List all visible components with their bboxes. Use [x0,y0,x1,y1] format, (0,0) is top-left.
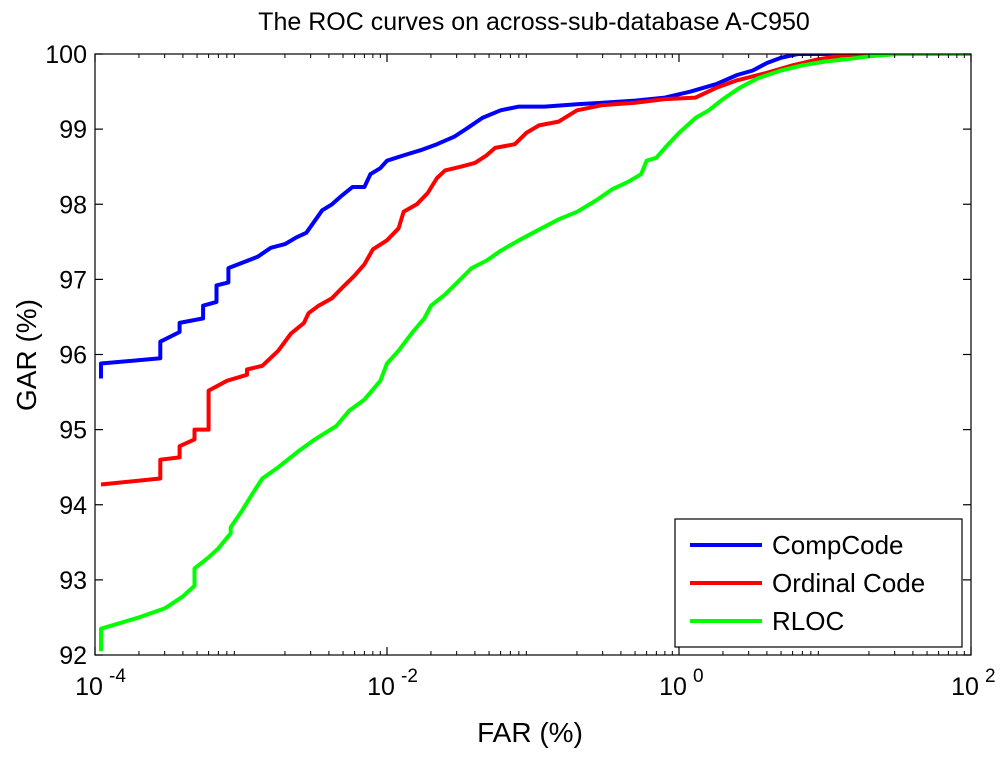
legend-label-ordinal-code: Ordinal Code [772,568,925,598]
x-axis-label: FAR (%) [477,717,583,748]
x-tick-exponent: 2 [985,666,996,687]
y-tick-label: 95 [59,417,87,445]
y-tick-label: 92 [59,642,87,670]
y-tick-label: 96 [59,342,87,370]
x-tick-label: 10 [75,673,103,701]
legend-label-rloc: RLOC [772,606,844,636]
series-layer [99,54,971,652]
series-line-ordinal-code [100,54,971,487]
chart-title: The ROC curves on across-sub-database A-… [258,8,810,36]
y-tick-label: 98 [59,191,87,219]
x-tick-exponent: 0 [693,666,704,687]
y-axis-label: GAR (%) [11,299,42,411]
x-tick-exponent: -4 [109,666,126,687]
legend: CompCode Ordinal Code RLOC [674,518,963,648]
legend-label-compcode: CompCode [772,530,904,560]
y-tick-label: 93 [59,567,87,595]
series-line-compcode [99,54,971,379]
y-tick-label: 97 [59,266,87,294]
x-tick-label: 10 [659,673,687,701]
series-line-rloc [99,54,971,652]
y-tick-label: 100 [45,41,87,69]
x-tick-exponent: -2 [401,666,418,687]
x-tick-label: 10 [367,673,395,701]
y-tick-label: 99 [59,116,87,144]
x-tick-label: 10 [951,673,979,701]
y-tick-label: 94 [59,492,87,520]
